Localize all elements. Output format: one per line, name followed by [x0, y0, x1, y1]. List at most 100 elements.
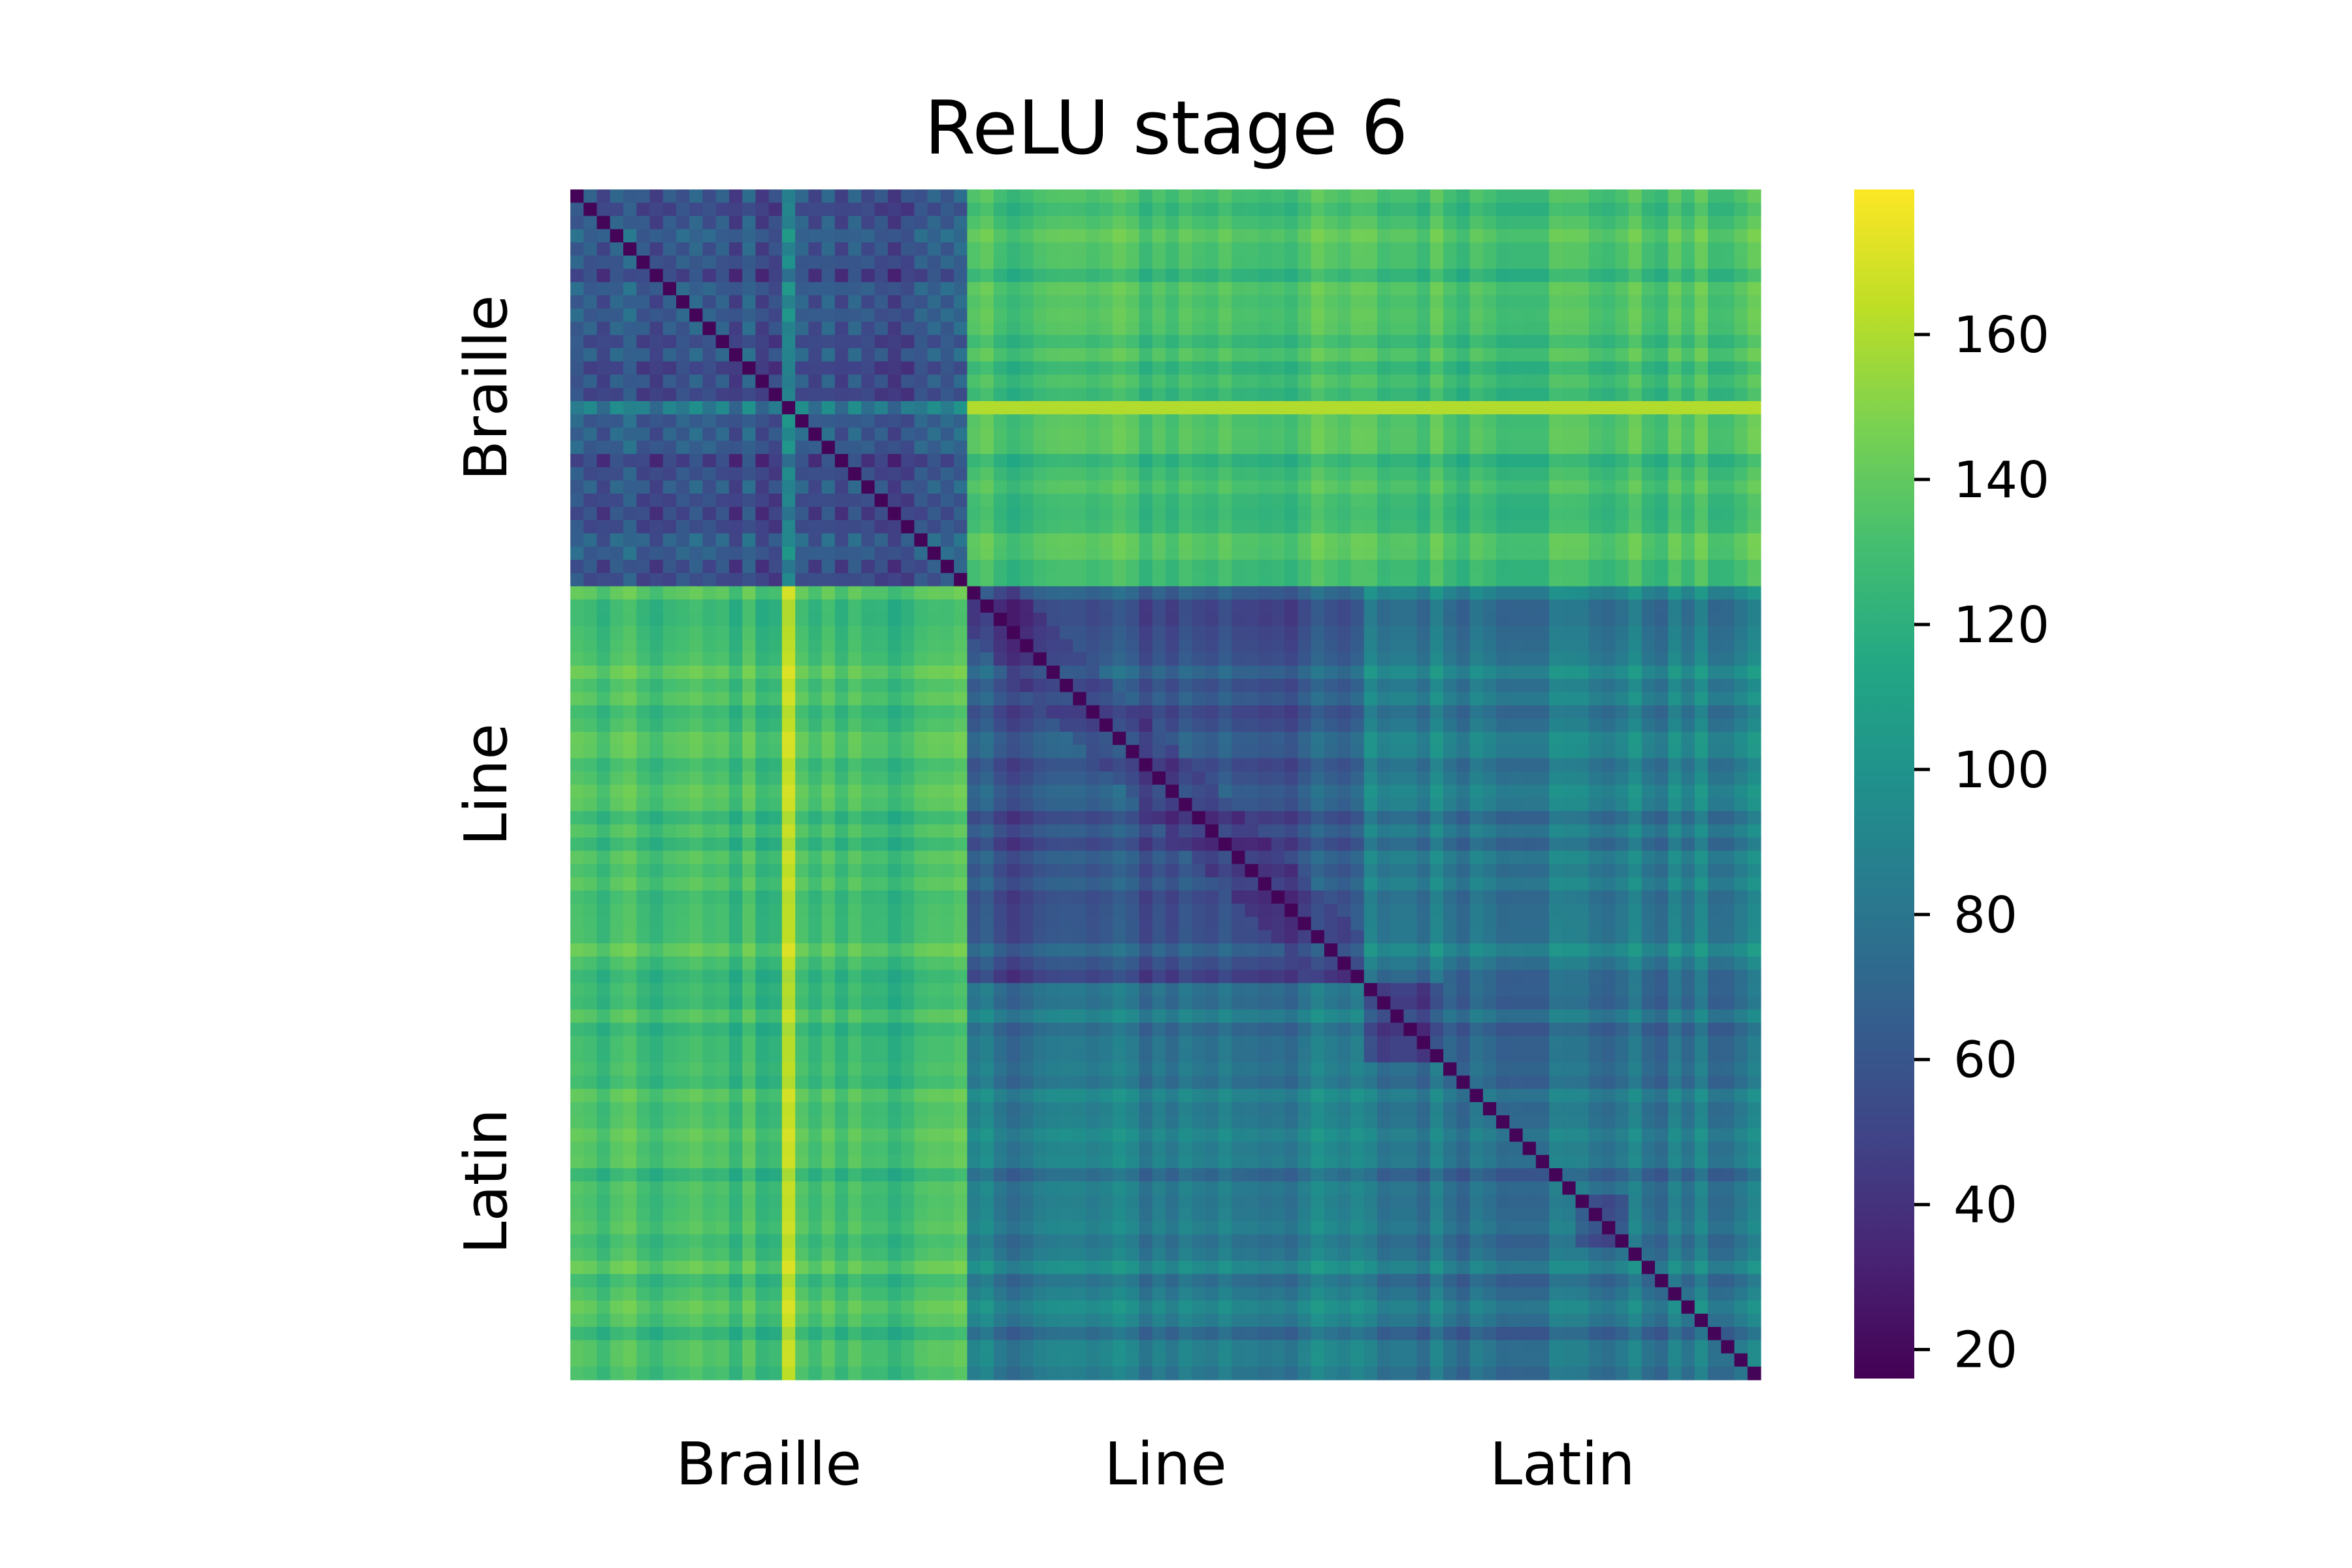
heatmap-cell [755, 282, 770, 296]
heatmap-cell [861, 665, 875, 679]
heatmap-cell [1364, 308, 1378, 323]
heatmap-cell [1416, 758, 1431, 772]
heatmap-cell [1588, 506, 1603, 521]
heatmap-cell [1113, 864, 1126, 878]
heatmap-cell [715, 705, 730, 719]
heatmap-cell [887, 546, 902, 561]
heatmap-cell [1469, 732, 1484, 745]
heatmap-cell [1390, 665, 1404, 679]
heatmap-cell [1602, 453, 1616, 468]
heatmap-cell [1628, 520, 1642, 534]
heatmap-cell [1350, 269, 1365, 283]
heatmap-cell [927, 811, 941, 825]
heatmap-cell [1364, 348, 1378, 362]
heatmap-cell [1535, 440, 1550, 455]
heatmap-cell [1020, 335, 1034, 349]
heatmap-cell [1350, 559, 1365, 574]
heatmap-cell [1429, 321, 1444, 336]
heatmap-cell [1284, 732, 1299, 745]
heatmap-cell [1588, 559, 1603, 574]
heatmap-cell [927, 639, 941, 653]
heatmap-cell [1046, 798, 1060, 812]
heatmap-cell [702, 798, 717, 812]
heatmap-cell [570, 189, 584, 203]
heatmap-cell [1046, 732, 1060, 745]
heatmap-cell [1509, 400, 1524, 415]
heatmap-cell [1721, 321, 1735, 336]
heatmap-cell [662, 348, 677, 362]
heatmap-cell [1668, 387, 1682, 402]
heatmap-cell [1324, 427, 1338, 442]
heatmap-cell [1046, 904, 1060, 918]
heatmap-cell [887, 189, 902, 203]
heatmap-cell [1588, 745, 1603, 759]
heatmap-cell [1311, 612, 1325, 627]
heatmap-cell [1655, 586, 1669, 600]
heatmap-cell [1429, 612, 1444, 627]
heatmap-cell [1721, 732, 1735, 745]
heatmap-cell [1615, 308, 1629, 323]
heatmap-cell [1628, 269, 1642, 283]
heatmap-cell [874, 255, 889, 270]
heatmap-cell [1205, 229, 1219, 243]
heatmap-cell [1390, 599, 1404, 613]
heatmap-cell [1628, 732, 1642, 745]
heatmap-cell [967, 745, 981, 759]
heatmap-cell [834, 798, 849, 812]
heatmap-cell [1509, 692, 1524, 706]
heatmap-cell [1602, 679, 1616, 693]
heatmap-cell [662, 255, 677, 270]
heatmap-cell [1390, 348, 1404, 362]
heatmap-cell [1086, 427, 1100, 442]
heatmap-cell [1020, 229, 1034, 243]
heatmap-cell [808, 467, 823, 481]
heatmap-cell [1166, 785, 1179, 798]
heatmap-cell [1681, 639, 1695, 653]
heatmap-cell [1721, 798, 1735, 812]
heatmap-cell [901, 546, 915, 561]
heatmap-cell [768, 427, 783, 442]
heatmap-cell [1152, 308, 1166, 323]
heatmap-cell [1456, 665, 1471, 679]
heatmap-cell [1073, 506, 1087, 521]
heatmap-cell [1060, 216, 1073, 230]
heatmap-cell [980, 361, 994, 376]
heatmap-cell [927, 374, 941, 389]
heatmap-cell [914, 758, 928, 772]
heatmap-cell [1694, 321, 1708, 336]
heatmap-cell [1324, 771, 1338, 785]
heatmap-cell [1337, 652, 1352, 666]
heatmap-cell [1469, 771, 1484, 785]
heatmap-cell [1535, 864, 1550, 878]
heatmap-cell [848, 877, 862, 891]
heatmap-cell [1562, 506, 1576, 521]
heatmap-cell [781, 679, 796, 693]
heatmap-cell [1258, 785, 1272, 798]
heatmap-cell [1443, 692, 1457, 706]
heatmap-cell [1549, 216, 1563, 230]
heatmap-cell [1258, 480, 1272, 495]
heatmap-cell [1218, 467, 1232, 481]
heatmap-cell [927, 467, 941, 481]
heatmap-cell [1535, 374, 1550, 389]
heatmap-cell [1694, 758, 1708, 772]
heatmap-cell [940, 798, 955, 812]
heatmap-cell [728, 626, 743, 640]
heatmap-cell [570, 255, 584, 270]
heatmap-cell [1020, 639, 1034, 653]
heatmap-cell [1152, 798, 1166, 812]
heatmap-cell [1245, 269, 1259, 283]
heatmap-cell [1324, 506, 1338, 521]
heatmap-cell [821, 824, 836, 838]
heatmap-cell [1152, 559, 1166, 574]
heatmap-cell [596, 612, 611, 627]
heatmap-cell [1429, 374, 1444, 389]
heatmap-cell [1734, 665, 1748, 679]
heatmap-cell [728, 480, 743, 495]
heatmap-cell [1602, 758, 1616, 772]
heatmap-cell [768, 308, 783, 323]
heatmap-cell [808, 771, 823, 785]
heatmap-cell [1113, 586, 1126, 600]
heatmap-cell [1443, 387, 1457, 402]
heatmap-cell [1324, 890, 1338, 904]
